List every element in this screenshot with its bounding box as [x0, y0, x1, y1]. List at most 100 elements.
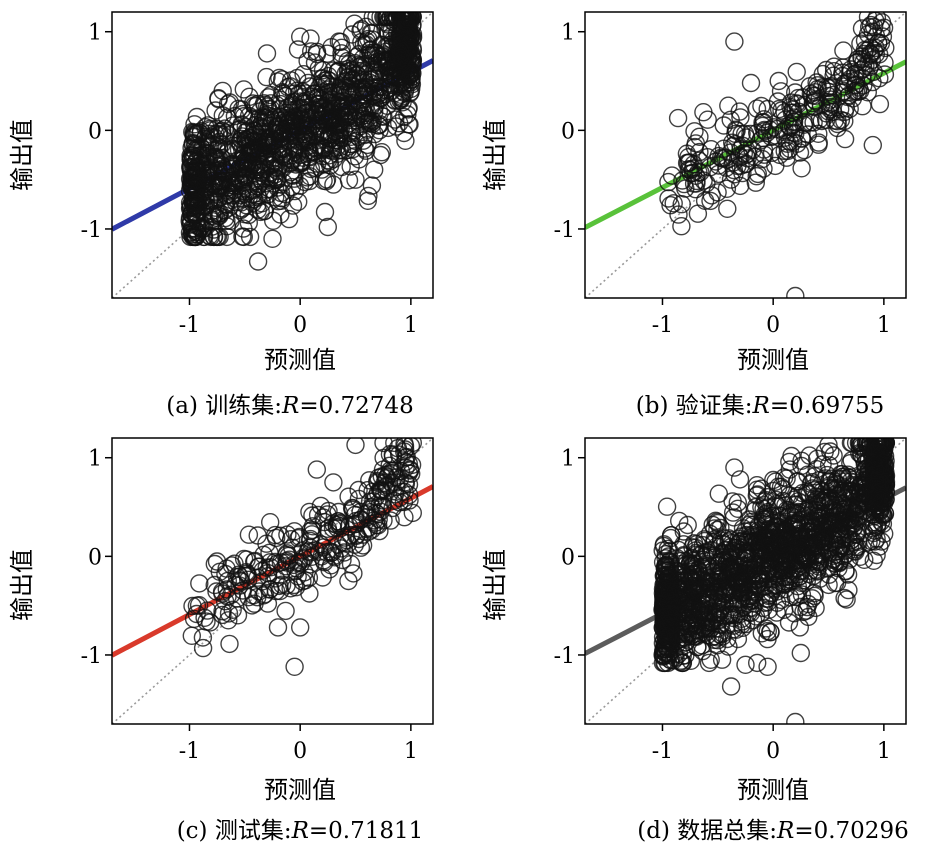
scatter-point	[288, 131, 307, 151]
scatter-point	[769, 99, 789, 119]
scatter-point	[300, 531, 320, 551]
scatter-point	[291, 618, 310, 637]
scatter-point	[193, 638, 213, 658]
x-tick-label: 1	[404, 313, 418, 338]
chart-caption: (d) 数据总集:R=0.70296	[637, 818, 908, 844]
x-tick-label: 0	[293, 313, 307, 338]
scatter-point	[185, 203, 204, 223]
scatter-point	[868, 464, 887, 483]
panel-c: -1 0 1 1 0 -1 预测值 输出值 (c) 测试集:R=0.71811	[8, 437, 434, 844]
scatter-point	[268, 178, 287, 197]
scatter-point	[291, 27, 310, 46]
scatter-point	[291, 554, 311, 573]
scatter-point	[728, 493, 747, 512]
scatter-point	[271, 115, 290, 135]
scatter-point	[281, 110, 300, 129]
scatter-point	[372, 142, 391, 162]
y-tick-label: -1	[81, 644, 102, 669]
scatter-point	[245, 551, 265, 571]
y-tick-label: 0	[561, 545, 575, 570]
scatter-point	[801, 113, 820, 132]
scatter-point	[834, 41, 853, 60]
scatter-point	[680, 556, 699, 575]
scatter-point	[282, 530, 301, 549]
scatter-point	[708, 573, 727, 593]
scatter-point	[851, 547, 870, 566]
scatter-point	[205, 575, 224, 595]
scatter-point	[728, 629, 748, 649]
scatter-point	[329, 32, 349, 51]
scatter-point	[681, 571, 701, 590]
scatter-points	[180, 12, 423, 271]
scatter-point	[338, 51, 357, 71]
scatter-point	[341, 157, 360, 176]
scatter-point	[289, 192, 308, 212]
scatter-point	[183, 191, 202, 211]
scatter-point	[705, 530, 724, 549]
scatter-point	[331, 514, 350, 533]
scatter-point	[193, 628, 213, 647]
scatter-point	[676, 633, 695, 652]
scatter-point	[356, 114, 375, 133]
scatter-point	[271, 526, 290, 545]
scatter-point	[825, 573, 845, 593]
scatter-point	[799, 564, 818, 584]
scatter-point	[261, 513, 280, 532]
scatter-point	[276, 601, 295, 621]
scatter-point	[748, 653, 767, 673]
scatter-point	[706, 511, 725, 530]
scatter-point	[690, 142, 709, 162]
scatter-point	[249, 166, 269, 186]
scatter-point	[771, 82, 791, 101]
scatter-point	[290, 176, 310, 196]
scatter-point	[670, 511, 689, 531]
scatter-point	[666, 626, 686, 645]
scatter-point	[761, 623, 780, 642]
scatter-point	[778, 141, 798, 161]
caption-r-symbol: R	[776, 818, 794, 844]
scatter-point	[200, 613, 220, 632]
scatter-point	[363, 482, 382, 502]
scatter-point	[270, 576, 289, 596]
scatter-point	[255, 585, 275, 604]
scatter-point	[860, 17, 879, 37]
scatter-point	[392, 18, 411, 38]
scatter-point	[182, 626, 202, 645]
scatter-point	[730, 470, 750, 489]
scatter-point	[728, 156, 747, 176]
scatter-point	[367, 53, 387, 72]
scatter-point	[403, 64, 422, 83]
scatter-point	[339, 487, 358, 506]
scatter-point	[351, 21, 370, 40]
plot-area	[585, 438, 906, 724]
scatter-point	[691, 545, 711, 564]
scatter-point	[775, 600, 794, 619]
scatter-point	[257, 44, 277, 63]
scatter-point	[786, 712, 805, 724]
scatter-point	[306, 541, 325, 560]
scatter-point	[257, 67, 276, 87]
scatter-point	[668, 108, 688, 128]
scatter-point	[703, 515, 722, 535]
scatter-point	[270, 134, 290, 154]
scatter-point	[777, 561, 796, 580]
scatter-point	[690, 127, 709, 147]
scatter-point	[693, 641, 712, 661]
plot-area	[112, 12, 433, 298]
scatter-point	[364, 511, 384, 530]
scatter-point	[378, 15, 397, 34]
x-tick-label: -1	[179, 739, 200, 764]
x-tick-label: -1	[652, 739, 673, 764]
scatter-point	[755, 121, 774, 141]
scatter-point	[818, 536, 837, 555]
scatter-point	[688, 204, 708, 223]
scatter-point	[699, 653, 719, 673]
y-tick-label: 1	[561, 21, 575, 46]
scatter-point	[236, 130, 256, 150]
plot-frame	[111, 437, 434, 725]
scatter-point	[836, 519, 856, 538]
scatter-point	[206, 101, 225, 120]
scatter-point	[278, 525, 297, 544]
scatter-point	[229, 99, 248, 119]
